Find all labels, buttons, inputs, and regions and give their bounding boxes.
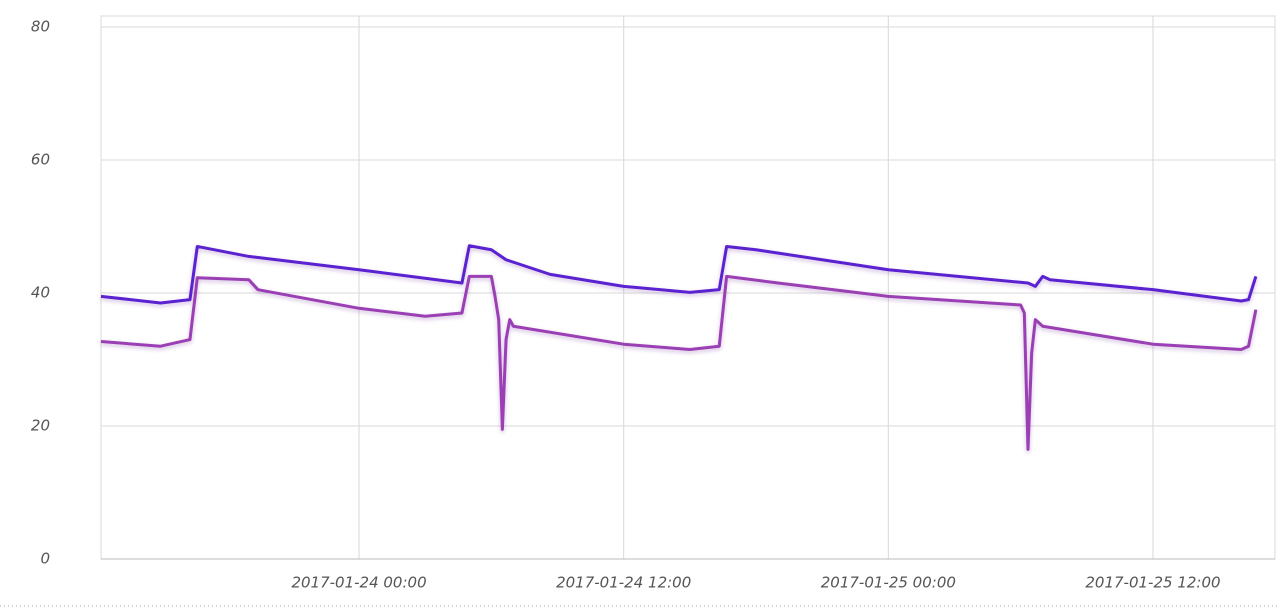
x-tick-label: 2017-01-25 12:00 <box>1085 574 1220 592</box>
series-line <box>100 274 1258 451</box>
plot-frame <box>100 15 1276 560</box>
x-tick-label: 2017-01-24 12:00 <box>556 574 691 592</box>
y-tick-label: 80 <box>31 18 50 36</box>
x-tick-label: 2017-01-25 00:00 <box>821 574 956 592</box>
y-tick-label: 20 <box>31 417 50 435</box>
series-line <box>100 244 1258 305</box>
y-tick-label: 40 <box>31 284 50 302</box>
x-tick-label: 2017-01-24 00:00 <box>291 574 426 592</box>
y-tick-label: 0 <box>40 550 50 568</box>
y-tick-label: 60 <box>31 151 50 169</box>
